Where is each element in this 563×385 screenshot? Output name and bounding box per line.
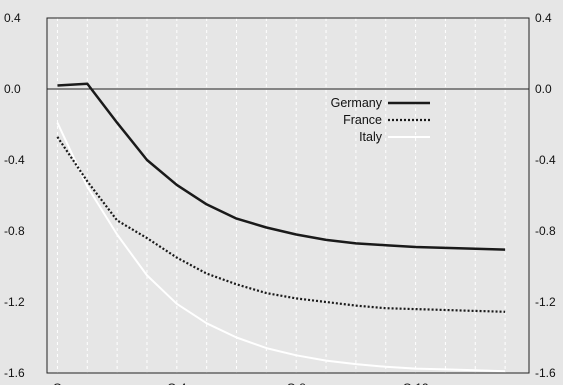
plot-frame <box>46 17 530 374</box>
y-tick-label-right: -1.2 <box>535 295 556 309</box>
y-tick-label-right: -0.8 <box>535 224 556 238</box>
series-lines <box>56 82 506 373</box>
y-tick-label-left: -1.2 <box>4 295 25 309</box>
legend: Germany France Italy <box>331 96 430 144</box>
y-tick-label-right: 0.4 <box>535 11 552 25</box>
y-tick-label-right: -0.4 <box>535 153 556 167</box>
legend-label-france: France <box>343 113 382 127</box>
x-axis-ticks: Q Q 4 Q 8 Q 12 <box>53 381 429 385</box>
x-tick-label: Q 8 <box>287 381 307 385</box>
series-line-france <box>56 136 506 313</box>
y-tick-label-right: -1.6 <box>535 366 556 380</box>
y-tick-label-left: 0.0 <box>4 82 21 96</box>
series-line-italy <box>56 122 506 373</box>
series-line-germany <box>57 82 506 251</box>
x-tick-label: Q 4 <box>167 381 187 385</box>
y-tick-label-right: 0.0 <box>535 82 552 96</box>
y-tick-label-left: -0.8 <box>4 224 25 238</box>
legend-label-italy: Italy <box>359 130 383 144</box>
x-tick-label: Q 12 <box>403 381 429 385</box>
x-tick-label: Q <box>53 381 62 385</box>
y-axis-ticks: 0.4 0.4 0.0 0.0 -0.4 -0.4 -0.8 -0.8 -1.2 -1.2 -1.6… <box>4 11 556 380</box>
legend-label-germany: Germany <box>331 96 383 110</box>
y-tick-label-left: -1.6 <box>4 366 25 380</box>
y-tick-label-left: -0.4 <box>4 153 25 167</box>
y-tick-label-left: 0.4 <box>4 11 21 25</box>
grid-lines <box>47 18 529 373</box>
